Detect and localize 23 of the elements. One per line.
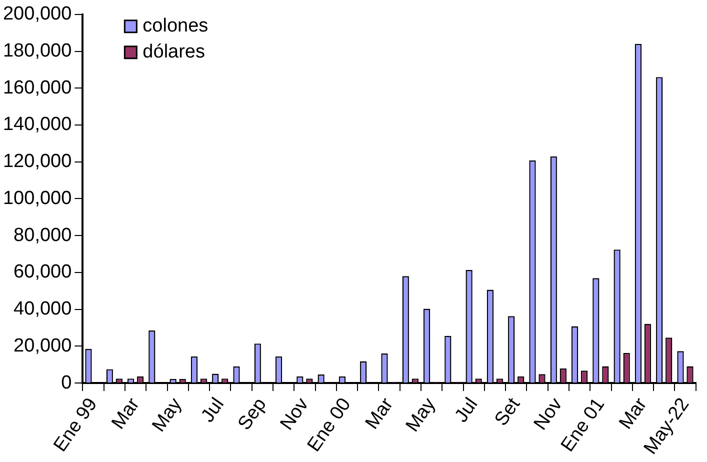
- y-tick-label: 200,000: [2, 4, 72, 25]
- y-tick-label: 100,000: [2, 188, 72, 209]
- x-tick-label: Jul: [197, 394, 228, 426]
- x-tick-label: Mar: [615, 394, 652, 434]
- legend-label: colones: [142, 16, 208, 37]
- y-tick-label: 160,000: [2, 77, 72, 98]
- y-tick-label: 180,000: [2, 40, 72, 62]
- x-tick-label: Nov: [276, 394, 314, 434]
- y-tick-label: 140,000: [2, 114, 72, 136]
- y-tick-label: 120,000: [2, 151, 72, 172]
- legend-label: dólares: [142, 42, 206, 63]
- x-tick-label: Jul: [451, 394, 482, 426]
- y-tick-label: 80,000: [14, 224, 72, 246]
- x-tick-label: Ene 99: [50, 394, 102, 456]
- x-tick-label: Nov: [530, 394, 568, 434]
- y-tick-label: 0: [61, 372, 72, 394]
- x-tick-label: Sep: [234, 394, 271, 434]
- x-tick-label: Mar: [108, 394, 144, 434]
- y-tick-label: 60,000: [14, 262, 72, 283]
- x-tick-label: Set: [490, 394, 525, 430]
- y-tick-label: 20,000: [14, 335, 72, 356]
- x-tick-label: Mar: [362, 394, 398, 434]
- y-tick-label: 40,000: [14, 298, 72, 320]
